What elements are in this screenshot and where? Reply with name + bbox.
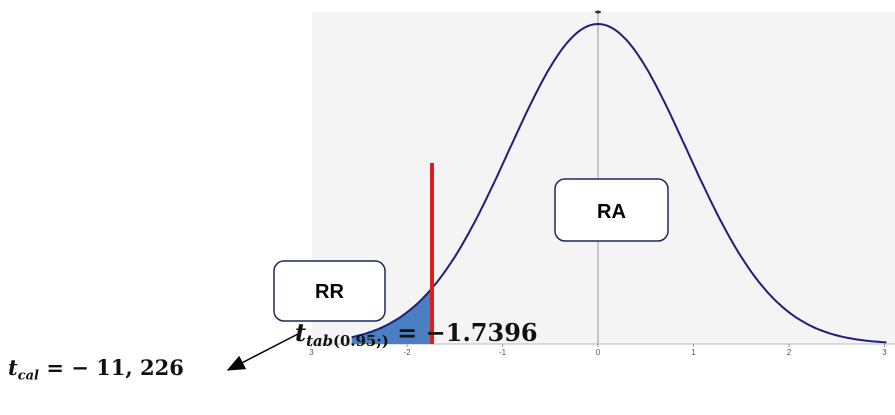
t-tab-equation: ttab(0.95;) = −1.7396 bbox=[295, 318, 538, 350]
acceptance-region-box bbox=[554, 178, 669, 242]
x-tick-label: -2 bbox=[403, 348, 411, 357]
pointer-arrow bbox=[226, 333, 299, 371]
y-axis-arrow-tip bbox=[595, 10, 601, 14]
density-curve bbox=[351, 22, 887, 344]
t-tab-equals: = bbox=[388, 318, 426, 347]
t-tab-value: −1.7396 bbox=[425, 318, 538, 347]
t-cal-equation: tcal = − 11, 226 bbox=[8, 355, 184, 384]
x-tick-label: -1 bbox=[499, 348, 507, 357]
t-tab-subscript-args: (0.95;) bbox=[333, 332, 389, 351]
acceptance-region-label: RA bbox=[597, 201, 626, 223]
t-cal-equals: = bbox=[39, 355, 72, 380]
t-tab-subscript-main: tab bbox=[306, 332, 334, 351]
rejection-region-fill bbox=[351, 288, 432, 344]
t-cal-subscript: cal bbox=[17, 368, 40, 384]
rejection-region-box bbox=[273, 260, 386, 322]
t-tab-subscript: tab(0.95;) bbox=[306, 332, 389, 350]
t-cal-symbol: t bbox=[8, 355, 18, 380]
rejection-region-label: RR bbox=[315, 281, 344, 303]
t-tab-symbol: t bbox=[295, 318, 307, 347]
x-axis-ticks: 3 -2 -1 0 1 2 3 bbox=[309, 344, 887, 357]
plot-background bbox=[312, 12, 895, 344]
x-tick-label: 2 bbox=[787, 348, 792, 357]
x-tick-label: 0 bbox=[596, 348, 601, 357]
x-tick-label: 3 bbox=[882, 348, 887, 357]
t-cal-value: − 11, 226 bbox=[71, 355, 184, 380]
x-tick-label: 1 bbox=[691, 348, 696, 357]
x-tick-label: 3 bbox=[309, 348, 314, 357]
